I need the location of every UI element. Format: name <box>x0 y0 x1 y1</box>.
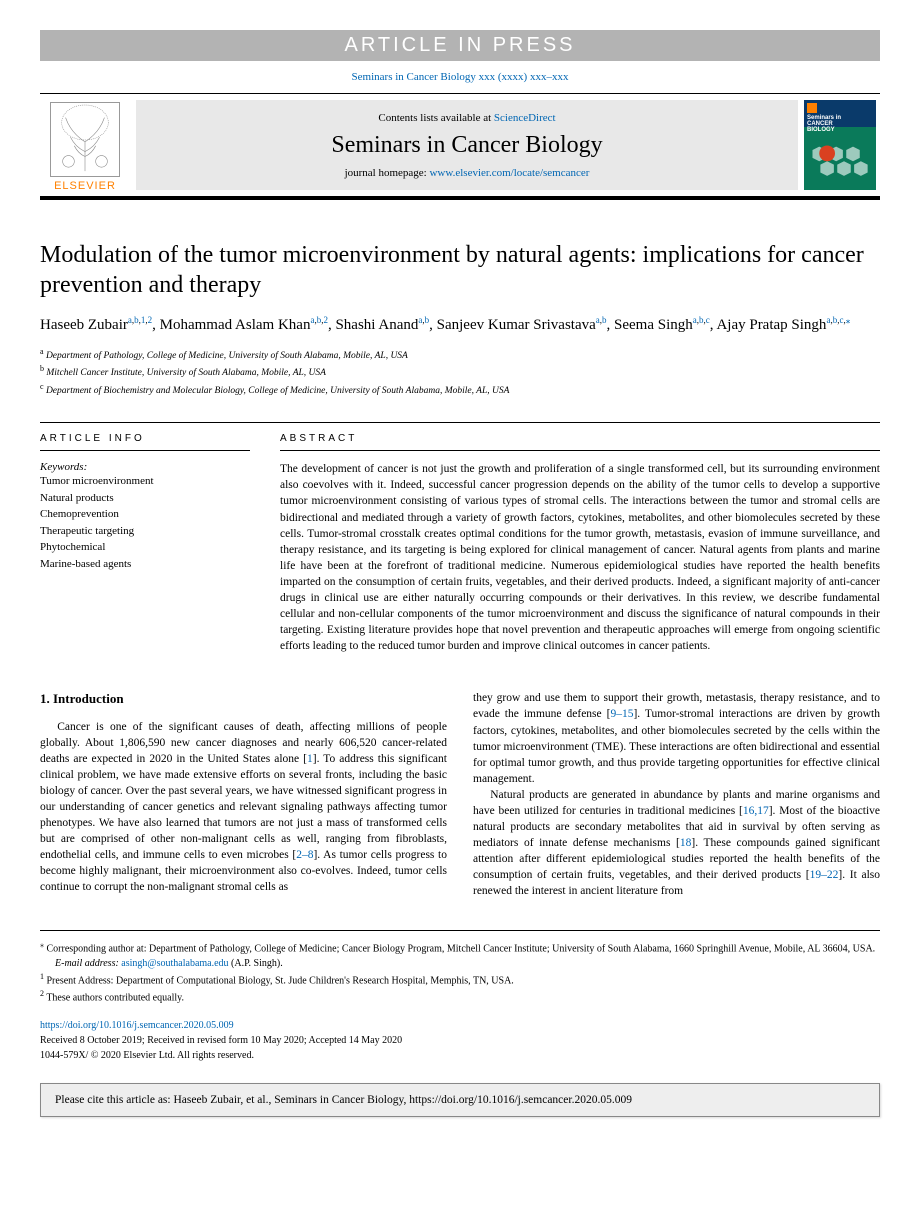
contents-prefix: Contents lists available at <box>378 112 493 124</box>
received-dates: Received 8 October 2019; Received in rev… <box>40 1033 880 1048</box>
journal-name: Seminars in Cancer Biology <box>331 132 602 159</box>
header-center: Contents lists available at ScienceDirec… <box>136 100 798 190</box>
homepage-prefix: journal homepage: <box>345 167 430 179</box>
corresponding-email[interactable]: asingh@southalabama.edu <box>121 958 228 969</box>
doi-link[interactable]: https://doi.org/10.1016/j.semcancer.2020… <box>40 1020 234 1031</box>
article-info-head: ARTICLE INFO <box>40 433 250 451</box>
article-meta: https://doi.org/10.1016/j.semcancer.2020… <box>40 1018 880 1063</box>
ref-9-15[interactable]: 9–15 <box>610 708 633 720</box>
body-column-right: they grow and use them to support their … <box>473 690 880 899</box>
in-press-banner: ARTICLE IN PRESS <box>40 30 880 61</box>
ref-19-22[interactable]: 19–22 <box>810 869 839 881</box>
keywords-label: Keywords: <box>40 461 250 473</box>
copyright-line: 1044-579X/ © 2020 Elsevier Ltd. All righ… <box>40 1048 880 1063</box>
abstract-text: The development of cancer is not just th… <box>280 461 880 654</box>
top-citation-link[interactable]: Seminars in Cancer Biology xxx (xxxx) xx… <box>352 71 569 83</box>
author-list: Haseeb Zubaira,b,1,2, Mohammad Aslam Kha… <box>40 314 880 336</box>
keywords-list: Tumor microenvironmentNatural productsCh… <box>40 473 250 572</box>
affiliations: a Department of Pathology, College of Me… <box>40 346 880 398</box>
abstract-head: ABSTRACT <box>280 433 880 451</box>
intro-heading: 1. Introduction <box>40 690 447 708</box>
citation-box: Please cite this article as: Haseeb Zuba… <box>40 1083 880 1117</box>
journal-header: ELSEVIER Contents lists available at Sci… <box>40 93 880 200</box>
elsevier-brand: ELSEVIER <box>54 180 116 192</box>
sciencedirect-link[interactable]: ScienceDirect <box>494 112 556 124</box>
elsevier-logo: ELSEVIER <box>40 94 130 196</box>
ref-18[interactable]: 18 <box>680 837 692 849</box>
elsevier-tree-icon <box>50 102 120 177</box>
body-column-left: 1. Introduction Cancer is one of the sig… <box>40 690 447 899</box>
journal-cover-thumb: Seminars inCANCERBIOLOGY <box>804 100 876 190</box>
footnotes: ⁎ Corresponding author at: Department of… <box>40 930 880 1006</box>
ref-2-8[interactable]: 2–8 <box>296 849 313 861</box>
homepage-link[interactable]: www.elsevier.com/locate/semcancer <box>429 167 589 179</box>
ref-16-17[interactable]: 16,17 <box>743 805 769 817</box>
article-title: Modulation of the tumor microenvironment… <box>40 240 880 300</box>
top-citation: Seminars in Cancer Biology xxx (xxxx) xx… <box>40 61 880 93</box>
